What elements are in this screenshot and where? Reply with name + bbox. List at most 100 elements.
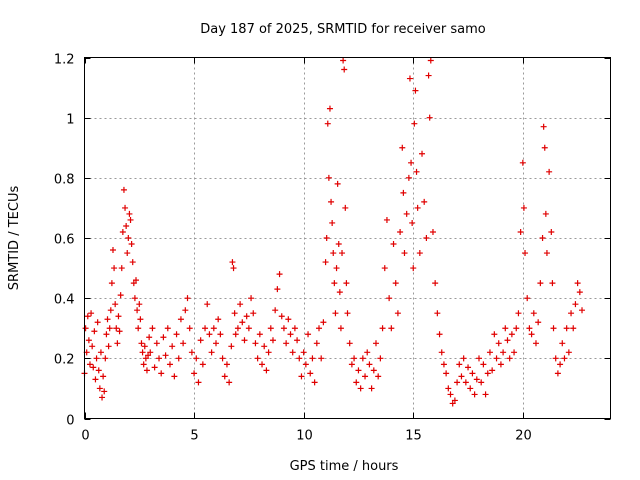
data-point [229,259,236,266]
data-point [291,325,298,332]
data-point [101,388,108,395]
data-point [94,319,101,326]
data-point [543,250,550,257]
data-point [208,349,215,356]
x-tick-label: 15 [405,429,422,444]
data-point [493,355,500,362]
data-point [497,361,504,368]
data-point [552,355,559,362]
data-point [156,355,163,362]
data-point [565,349,572,356]
data-point [506,355,513,362]
data-point [508,331,515,338]
data-point [549,280,556,287]
data-point [372,340,379,347]
data-point [332,310,339,317]
data-point [147,349,154,356]
data-point [221,373,228,380]
data-point [107,307,114,314]
data-point [100,373,107,380]
data-point [340,57,347,64]
data-point [351,355,358,362]
data-point [408,159,415,166]
data-point [336,289,343,296]
data-point [423,235,430,241]
data-point [166,361,173,368]
data-point [392,280,399,287]
data-point [359,355,366,362]
data-point [375,373,382,380]
data-point [370,367,377,374]
data-point [426,114,433,121]
data-point [137,316,144,323]
data-point [294,337,301,344]
data-point [108,280,115,287]
data-point [298,373,305,380]
data-point [145,352,152,359]
data-point [328,198,335,205]
data-point [106,325,113,332]
data-point [232,331,239,338]
data-point [96,385,103,392]
data-point [539,235,546,241]
data-point [276,271,283,278]
data-point [333,265,340,272]
data-point [456,361,463,368]
data-point [554,370,561,377]
plot-frame [84,57,611,419]
data-point [524,295,531,302]
data-point [419,150,426,157]
data-point [469,370,476,377]
data-point [153,340,160,347]
data-point [480,361,487,368]
data-point [473,376,480,383]
data-point [88,310,95,317]
data-point [141,343,148,350]
chart-title: Day 187 of 2025, SRMTID for receiver sam… [200,22,486,37]
data-point [388,325,395,332]
data-point [122,204,129,211]
data-point [245,325,252,332]
data-point [445,385,452,392]
data-point [414,204,421,211]
data-point [231,310,238,317]
data-point [296,355,303,362]
data-point [131,295,138,302]
data-point [193,355,200,362]
data-point [326,105,333,112]
data-point [504,337,511,344]
data-point [416,250,423,257]
data-point [127,216,134,223]
data-point [334,180,341,187]
data-point [495,340,502,347]
data-point [460,355,467,362]
data-point [133,277,140,284]
data-point [158,370,165,377]
data-point [491,331,498,338]
data-point [206,331,213,338]
data-point [95,367,102,374]
data-point [325,174,332,181]
data-point [274,286,281,293]
data-point [173,331,180,338]
data-point [390,241,397,248]
data-point [199,361,206,368]
y-tick-label: 0.4 [54,293,75,308]
data-point [353,379,360,386]
data-point [117,292,124,299]
data-point [476,355,482,362]
data-point [324,120,331,127]
data-point [522,250,529,257]
data-point [397,228,404,235]
data-point [520,204,527,211]
data-point [513,325,520,332]
data-point [440,361,447,368]
axis-ticks [84,57,611,420]
data-point [399,144,406,151]
data-point [182,307,189,314]
data-point [451,397,458,404]
data-point [434,310,441,317]
data-point [502,325,509,332]
data-point [85,337,92,344]
data-point [104,316,111,323]
